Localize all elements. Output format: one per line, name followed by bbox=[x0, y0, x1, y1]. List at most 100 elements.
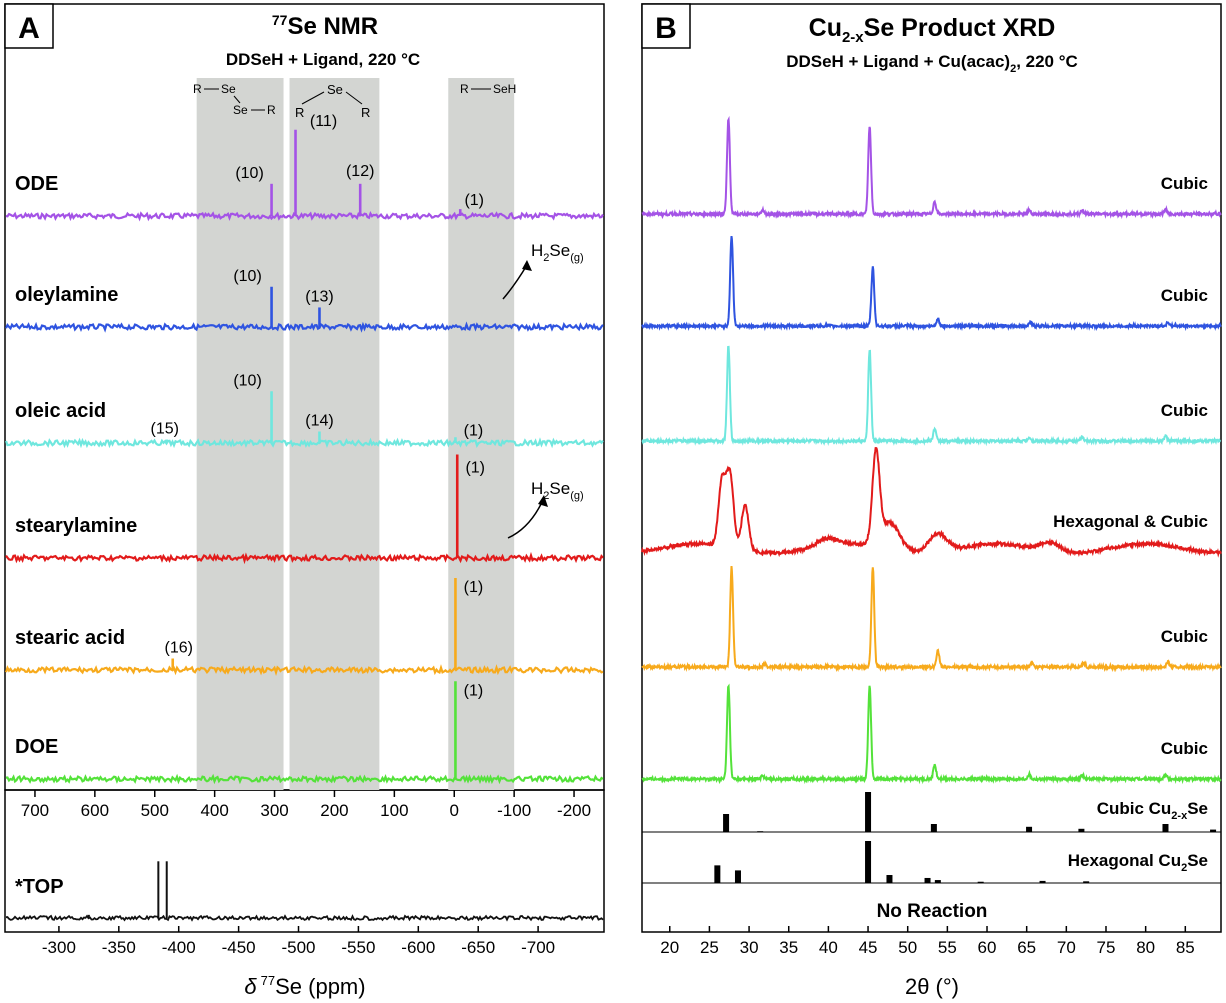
xrd-tick-label: 30 bbox=[740, 938, 759, 957]
struct-r1: R bbox=[193, 82, 202, 96]
h2se-g: (g) bbox=[570, 252, 583, 264]
h2se-label-2: H2Se(g) bbox=[531, 479, 584, 502]
xrd-tick-label: 55 bbox=[938, 938, 957, 957]
xrd-phase-label: Hexagonal & Cubic bbox=[1053, 512, 1208, 531]
ref-cubic-label: Cubic Cu2-xSe bbox=[1097, 799, 1208, 822]
title-sup: 77 bbox=[272, 12, 288, 28]
nmr-tick-label: 0 bbox=[450, 801, 459, 820]
xrd-tick-label: 40 bbox=[819, 938, 838, 957]
top-tick-label: -400 bbox=[162, 938, 196, 957]
nmr-series-label: stearylamine bbox=[15, 515, 137, 537]
xrd-series-stearylamine: Hexagonal & Cubic bbox=[641, 446, 1222, 558]
h2se-se-2: Se bbox=[549, 479, 570, 498]
h2se-annotation-1: H2Se(g) bbox=[502, 241, 584, 300]
top-baseline bbox=[5, 914, 604, 922]
xrd-phase-label: Cubic bbox=[1161, 627, 1208, 646]
struct-seh: SeH bbox=[493, 82, 516, 96]
panel-b-frame bbox=[641, 3, 1222, 933]
nmr-tick-label: -100 bbox=[497, 801, 531, 820]
nmr-tick-label: -200 bbox=[557, 801, 591, 820]
reference-patterns bbox=[714, 792, 1217, 883]
xlabel-delta: δ bbox=[244, 974, 257, 999]
panel-a-title: 77Se NMR bbox=[272, 12, 378, 40]
nmr-peak-label: (14) bbox=[305, 413, 333, 430]
top-tick-label: -350 bbox=[102, 938, 136, 957]
nmr-peak-label: (12) bbox=[346, 163, 374, 180]
xrd-line bbox=[641, 115, 1222, 220]
xrd-series-ODE: Cubic bbox=[641, 115, 1222, 220]
struct-r-left: R bbox=[295, 105, 304, 120]
top-tick-label: -600 bbox=[401, 938, 435, 957]
nmr-peak-label: (1) bbox=[465, 460, 485, 477]
nmr-peak-label: (1) bbox=[464, 579, 484, 596]
h2se-se: Se bbox=[549, 241, 570, 260]
nmr-peak-label: (1) bbox=[464, 682, 484, 699]
nmr-baseline bbox=[4, 437, 604, 449]
ref-stick bbox=[734, 870, 741, 883]
panel-b-title: Cu2-xSe Product XRD bbox=[809, 14, 1056, 46]
xlabel-rest: Se (ppm) bbox=[275, 974, 365, 999]
struct-se: Se bbox=[327, 82, 343, 97]
ref-hex-label: Hexagonal Cu2Se bbox=[1068, 851, 1208, 874]
shaded-region-0 bbox=[196, 78, 284, 790]
xrd-line bbox=[641, 683, 1222, 785]
top-tick-label: -700 bbox=[521, 938, 555, 957]
nmr-series-stearylamine: (1) stearylamine bbox=[5, 454, 604, 565]
nmr-tick-label: 600 bbox=[81, 801, 109, 820]
subtitle-pre: DDSeH + Ligand + Cu(acac) bbox=[786, 52, 1010, 71]
nmr-baseline bbox=[5, 551, 604, 565]
top-tick-label: -650 bbox=[461, 938, 495, 957]
title-post: Se Product XRD bbox=[864, 14, 1056, 42]
xrd-phase-label: Cubic bbox=[1161, 739, 1208, 758]
nmr-peak-label: (10) bbox=[233, 268, 261, 285]
xrd-phase-label: Cubic bbox=[1161, 286, 1208, 305]
ref-cubic-post: Se bbox=[1187, 799, 1208, 818]
ref-stick bbox=[714, 865, 721, 883]
ref-stick bbox=[1162, 824, 1169, 832]
nmr-tick-label: 100 bbox=[380, 801, 408, 820]
nmr-peak-label: (13) bbox=[305, 288, 333, 305]
ref-stick bbox=[757, 831, 764, 832]
xrd-series-stearic-acid: Cubic bbox=[641, 566, 1222, 673]
structure-diselenide: R Se Se R bbox=[193, 82, 276, 117]
nmr-series-oleylamine: (10) (13) oleylamine bbox=[5, 268, 604, 333]
xrd-tick-label: 85 bbox=[1176, 938, 1195, 957]
nmr-peak-label: (1) bbox=[464, 192, 484, 209]
nmr-series-label: oleic acid bbox=[15, 400, 106, 422]
xrd-phase-label: Cubic bbox=[1161, 174, 1208, 193]
subtitle-post: , 220 °C bbox=[1016, 52, 1078, 71]
xrd-line bbox=[641, 235, 1222, 332]
top-tick-label: -300 bbox=[42, 938, 76, 957]
xrd-tick-label: 75 bbox=[1097, 938, 1116, 957]
structure-selenol: R SeH bbox=[460, 82, 516, 96]
nmr-tick-label: 500 bbox=[141, 801, 169, 820]
ref-cubic-sub: 2-x bbox=[1171, 810, 1188, 822]
nmr-series-label: DOE bbox=[15, 736, 58, 758]
panel-a-letter: A bbox=[18, 12, 40, 45]
struct-se1: Se bbox=[221, 82, 236, 96]
top-tick-label: -450 bbox=[222, 938, 256, 957]
xrd-tick-label: 25 bbox=[700, 938, 719, 957]
ref-stick bbox=[1078, 828, 1085, 832]
nmr-peak-label: (16) bbox=[164, 640, 192, 657]
panel-a-xlabel: δ 77Se (ppm) bbox=[244, 973, 365, 999]
panel-b-xlabel: 2θ (°) bbox=[905, 974, 959, 999]
no-reaction-label: No Reaction bbox=[877, 901, 988, 922]
nmr-series-stearic-acid: (16) (1) stearic acid bbox=[4, 578, 604, 677]
xrd-tick-label: 35 bbox=[779, 938, 798, 957]
nmr-tick-label: 400 bbox=[200, 801, 228, 820]
struct-r: R bbox=[460, 82, 469, 96]
ref-stick bbox=[723, 814, 730, 832]
panel-a-subtitle: DDSeH + Ligand, 220 °C bbox=[226, 50, 420, 69]
h2se-h: H bbox=[531, 241, 543, 260]
ref-hex-post: Se bbox=[1187, 851, 1208, 870]
h2se-g-2: (g) bbox=[570, 490, 583, 502]
nmr-tick-label: 700 bbox=[21, 801, 49, 820]
xrd-tick-label: 50 bbox=[898, 938, 917, 957]
nmr-peak-label: (1) bbox=[464, 422, 484, 439]
top-tick-label: -500 bbox=[281, 938, 315, 957]
nmr-traces: (10) (11) (12) (1) ODE (10) (13) oleylamine (15)… bbox=[4, 113, 604, 922]
nmr-peak-label: (11) bbox=[310, 113, 337, 130]
ref-pattern-0 bbox=[723, 792, 1217, 832]
